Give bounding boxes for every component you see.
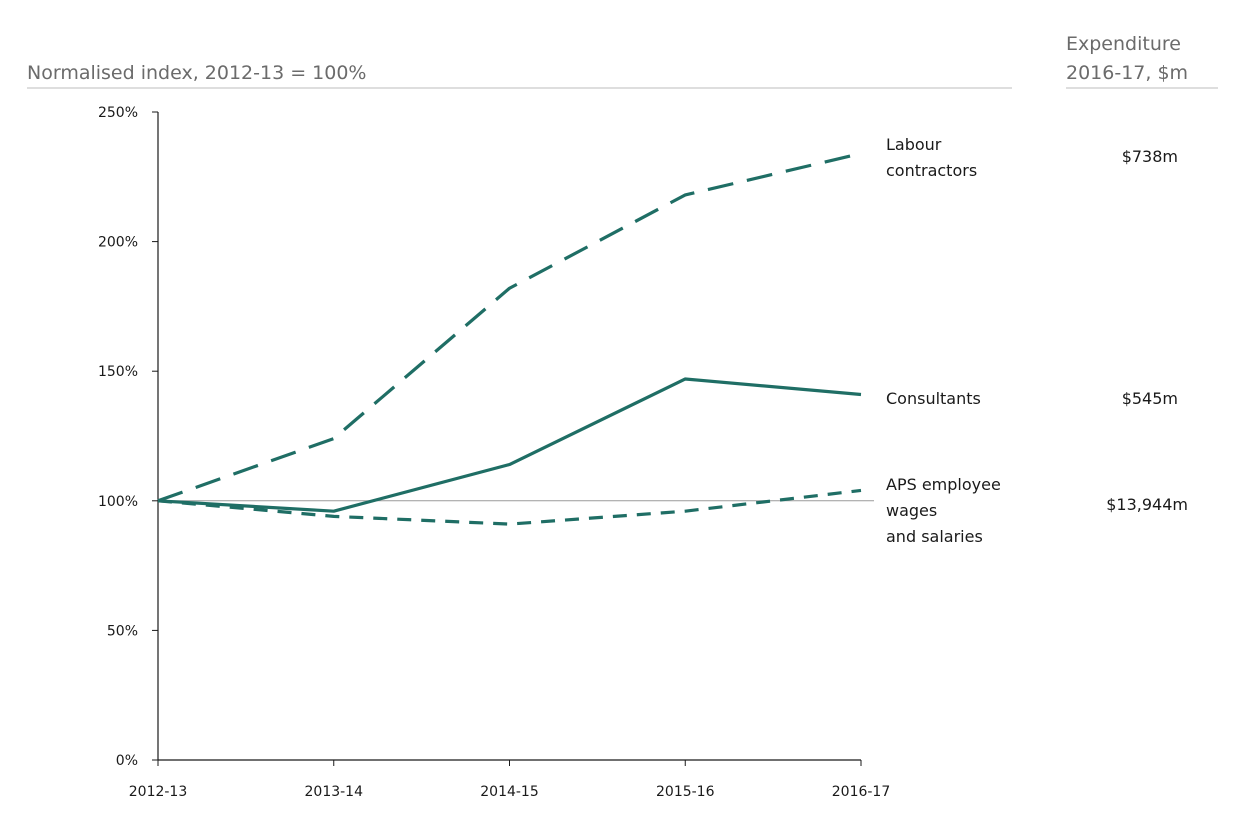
- series-label-aps-employee-wages-and-salaries: APS employee wages and salaries: [886, 475, 1001, 546]
- y-tick-label: 250%: [98, 105, 138, 121]
- series-label-line: Labour: [886, 135, 942, 154]
- y-tick-label: 100%: [98, 494, 138, 510]
- expenditure-header-line-1: Expenditure: [1066, 33, 1181, 55]
- series-label-consultants: Consultants: [886, 389, 981, 408]
- series-label-labour-contractors: Labour contractors: [886, 135, 977, 180]
- y-tick-label: 150%: [98, 364, 138, 380]
- series-label-line: and salaries: [886, 527, 983, 546]
- y-tick-label: 50%: [107, 623, 138, 639]
- x-tick-label: 2012-13: [129, 784, 188, 800]
- series-line-aps-employee-wages-and-salaries: [157, 488, 862, 526]
- x-tick-label: 2016-17: [832, 784, 891, 800]
- series-label-line: Consultants: [886, 389, 981, 408]
- series-label-line: wages: [886, 501, 937, 520]
- x-tick-label: 2015-16: [656, 784, 715, 800]
- x-tick-label: 2013-14: [305, 784, 364, 800]
- chart-title: Normalised index, 2012-13 = 100%: [27, 62, 366, 84]
- expenditure-header-line-2: 2016-17, $m: [1066, 62, 1188, 84]
- series-label-line: contractors: [886, 161, 977, 180]
- x-tick-label: 2014-15: [480, 784, 539, 800]
- expenditure-value-consultants: $545m: [1122, 389, 1178, 408]
- expenditure-value-aps-employee-wages-and-salaries: $13,944m: [1106, 495, 1188, 514]
- series-label-line: APS employee: [886, 475, 1001, 494]
- y-tick-label: 0%: [116, 753, 138, 769]
- expenditure-value-labour-contractors: $738m: [1122, 147, 1178, 166]
- y-tick-label: 200%: [98, 235, 138, 251]
- series-line-labour-contractors: [157, 151, 862, 503]
- series-line-consultants: [157, 377, 862, 513]
